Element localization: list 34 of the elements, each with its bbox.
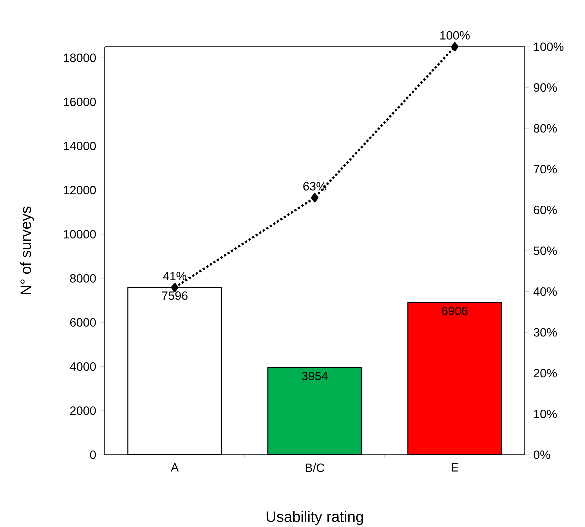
- y-tick-label: 16000: [64, 98, 96, 106]
- x-tick-label: E: [452, 463, 458, 472]
- data-label: 3954: [302, 372, 328, 380]
- y2-tick-label: 100%: [534, 42, 564, 52]
- y2-tick-label: 10%: [534, 410, 558, 418]
- y2-tick-label: 40%: [534, 288, 558, 296]
- y2-tick-label: 70%: [534, 165, 558, 174]
- y-tick-label: 8000: [70, 274, 96, 283]
- y2-tick-label: 90%: [534, 84, 558, 92]
- y2-tick-label: 30%: [534, 328, 558, 337]
- y-tick-label: 18000: [64, 54, 96, 62]
- data-label: 63%: [304, 182, 327, 191]
- y-tick-label: 6000: [70, 318, 96, 327]
- x-axis-title: Usability rating: [266, 511, 364, 526]
- y2-tick-label: 60%: [534, 206, 558, 214]
- y2-tick-label: 0%: [534, 450, 550, 460]
- point: [311, 193, 319, 203]
- y2-tick-label: 50%: [534, 246, 558, 256]
- y2-tick-label: 80%: [534, 124, 558, 133]
- y-tick-label: 4000: [70, 362, 96, 372]
- data-label: 6906: [442, 306, 468, 316]
- data-label: 41%: [163, 272, 187, 281]
- y-tick-label: 14000: [64, 142, 96, 150]
- y-axis-title: N° of surveys: [20, 206, 34, 294]
- x-tick-label: A: [171, 463, 179, 472]
- data-label: 100%: [440, 31, 470, 40]
- data-label: 7596: [162, 292, 188, 300]
- y2-tick-label: 20%: [534, 369, 558, 378]
- y-tick-label: 2000: [70, 406, 96, 416]
- y-tick-label: 12000: [64, 186, 96, 195]
- y-tick-label: 10000: [64, 230, 96, 239]
- x-tick-label: B/C: [306, 463, 325, 472]
- y-tick-label: 0: [90, 450, 96, 460]
- point: [451, 42, 459, 52]
